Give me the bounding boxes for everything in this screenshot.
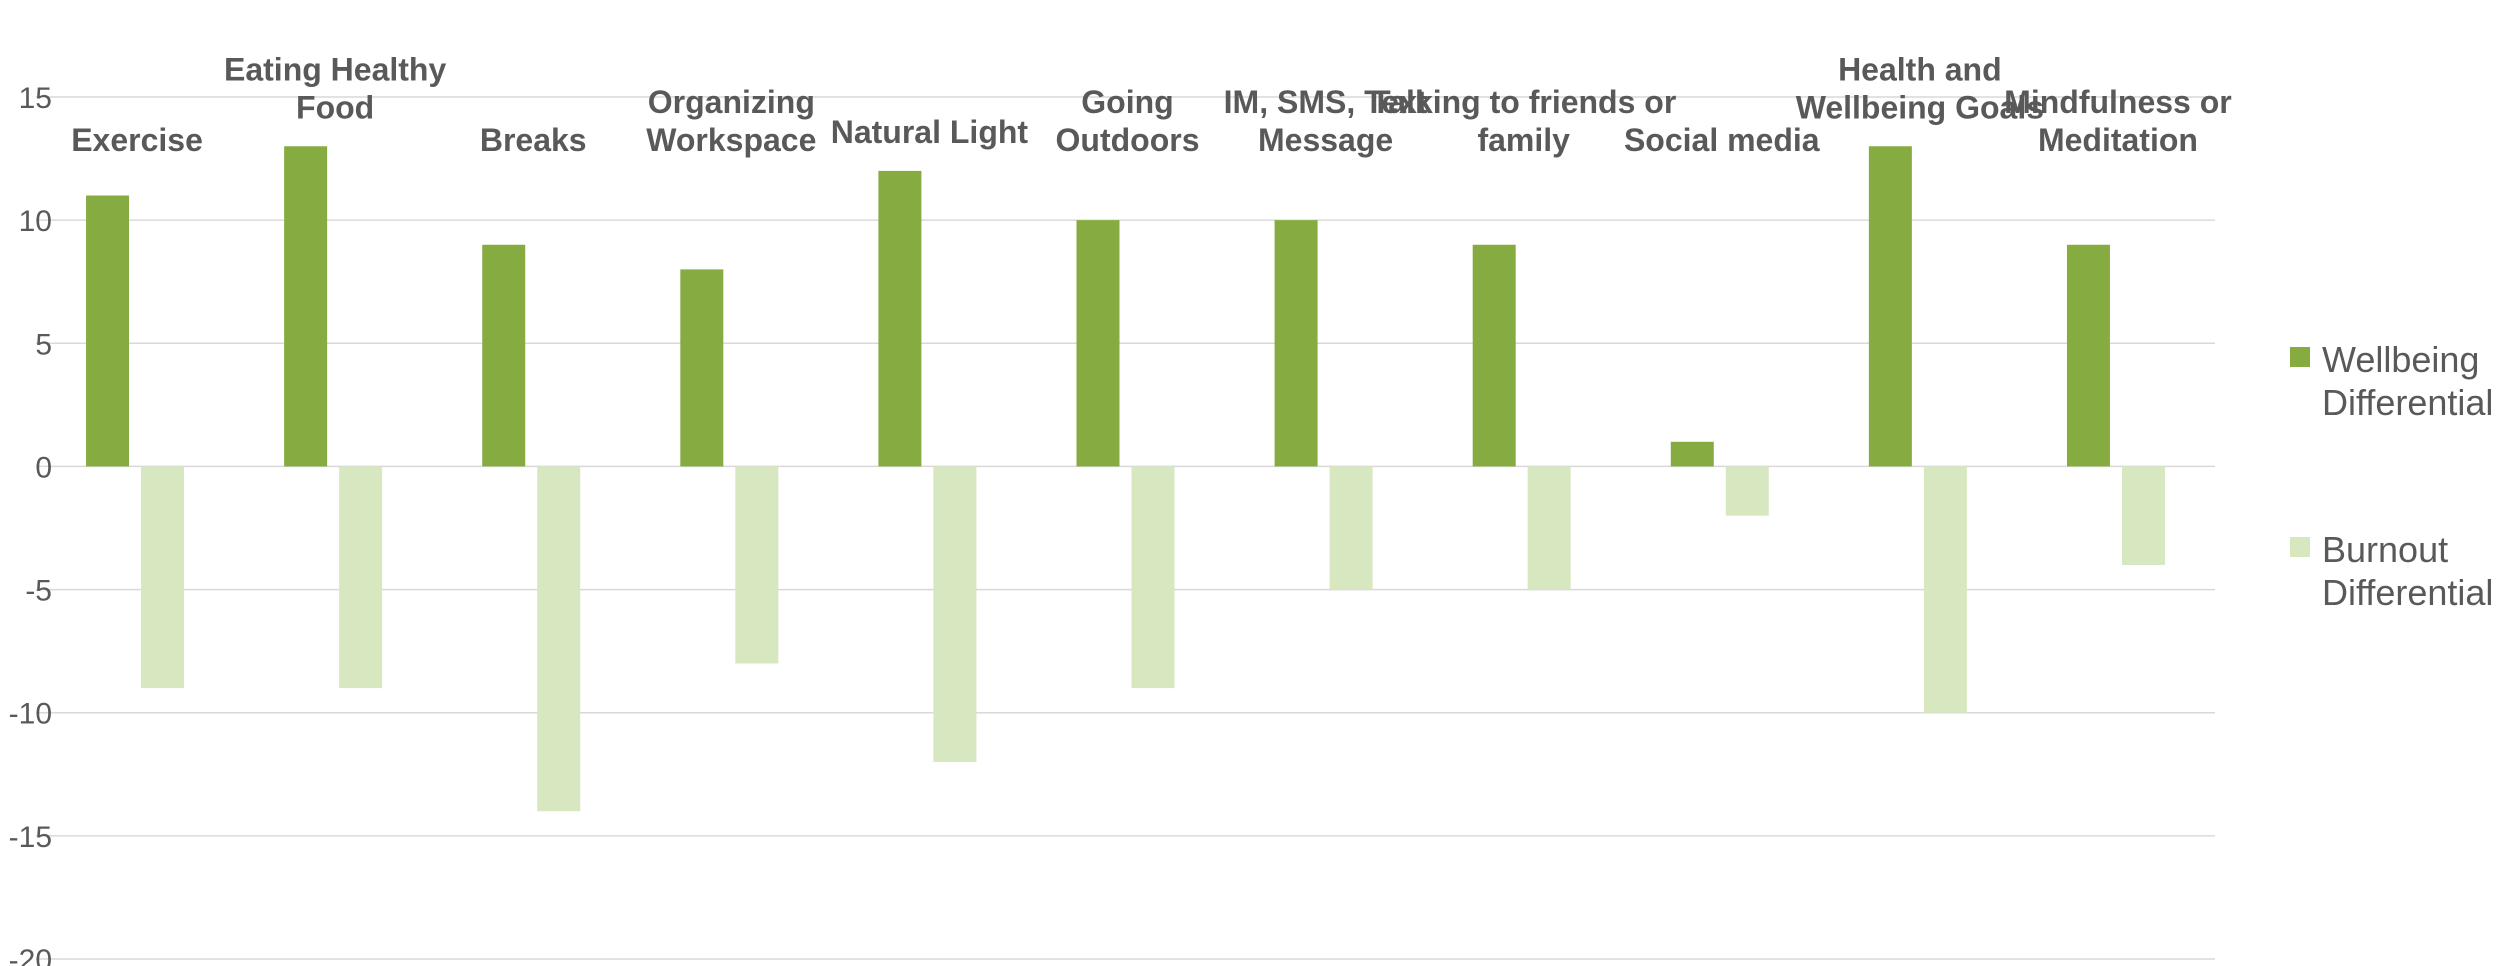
- y-tick-label: -5: [25, 575, 52, 608]
- category-labels: Exercise Eating Healthy Food Breaks Organizi…: [71, 51, 2232, 158]
- category-label-line: Mindfulness or: [2004, 84, 2232, 120]
- category-label-line: Organizing: [648, 84, 815, 120]
- legend-label-line: Differential: [2322, 382, 2493, 423]
- wellbeing-bar: [86, 195, 130, 467]
- category-label: IM, SMS, Text Message: [1224, 84, 1428, 158]
- wellbeing-bar: [2066, 244, 2110, 467]
- category-label: Natural Light: [831, 114, 1029, 150]
- category-label-line: Going: [1081, 84, 1173, 120]
- category-label-line: Message: [1258, 122, 1393, 158]
- wellbeing-bar: [284, 146, 328, 467]
- y-tick-label: 10: [19, 205, 52, 238]
- legend-label: Burnout Differential: [2322, 529, 2493, 613]
- wellbeing-bar: [1670, 441, 1714, 467]
- burnout-bar: [933, 466, 977, 762]
- category-label: Health and Wellbeing Goals: [1796, 51, 2044, 125]
- burnout-bar: [735, 466, 779, 664]
- category-label: Eating Healthy Food: [224, 51, 446, 125]
- category-label-line: Talking to friends or: [1371, 84, 1676, 120]
- burnout-bar: [1527, 466, 1571, 590]
- burnout-bar: [537, 466, 581, 812]
- category-label-line: IM, SMS, Text: [1224, 84, 1428, 120]
- category-label-line: family: [1477, 122, 1570, 158]
- legend-label: Wellbeing Differential: [2322, 339, 2493, 423]
- burnout-bar: [141, 466, 185, 689]
- burnout-bar: [1725, 466, 1769, 516]
- legend-label-line: Burnout: [2322, 529, 2448, 570]
- wellbeing-bar: [482, 244, 526, 467]
- y-tick-label: 15: [19, 82, 52, 115]
- category-label-line: Eating Healthy: [224, 51, 446, 87]
- wellbeing-bar: [1472, 244, 1516, 467]
- bars: [86, 146, 2165, 812]
- category-label-line: Social media: [1624, 122, 1820, 158]
- category-label-line: Natural Light: [831, 114, 1029, 150]
- category-label: Mindfulness or Meditation: [2004, 84, 2232, 158]
- y-tick-label: 0: [35, 451, 52, 484]
- category-label: Social media: [1624, 122, 1820, 158]
- legend-swatch: [2290, 347, 2310, 367]
- y-tick-label: 5: [35, 328, 52, 361]
- y-axis-tick-labels: 15 10 5 0 -5 -10 -15 -20: [9, 82, 52, 966]
- category-label: Organizing Workspace: [646, 84, 816, 158]
- y-tick-label: -15: [9, 821, 52, 854]
- category-label-line: Wellbeing Goals: [1796, 89, 2044, 125]
- burnout-bar: [1923, 466, 1967, 713]
- burnout-bar: [2121, 466, 2165, 565]
- category-label: Talking to friends or family: [1371, 84, 1676, 158]
- wellbeing-bar: [1274, 220, 1318, 467]
- legend-swatch: [2290, 537, 2310, 557]
- legend-label-line: Differential: [2322, 572, 2493, 613]
- burnout-bar: [339, 466, 383, 689]
- category-label-line: Breaks: [480, 122, 587, 158]
- category-label: Breaks: [480, 122, 587, 158]
- category-label-line: Exercise: [71, 122, 203, 158]
- category-label: Going Outdoors: [1056, 84, 1200, 158]
- burnout-bar: [1131, 466, 1175, 689]
- category-label-line: Food: [296, 89, 374, 125]
- wellbeing-bar: [1076, 220, 1120, 467]
- wellbeing-bar: [680, 269, 724, 467]
- wellbeing-bar: [878, 170, 922, 467]
- y-tick-label: -10: [9, 698, 52, 731]
- category-label-line: Health and: [1838, 51, 2002, 87]
- burnout-bar: [1329, 466, 1373, 590]
- gridlines: [36, 96, 2215, 960]
- legend-label-line: Wellbeing: [2322, 339, 2479, 380]
- category-label-line: Meditation: [2038, 122, 2198, 158]
- y-tick-label: -20: [9, 944, 52, 966]
- category-label: Exercise: [71, 122, 203, 158]
- category-label-line: Outdoors: [1056, 122, 1200, 158]
- wellbeing-bar: [1868, 146, 1912, 467]
- category-label-line: Workspace: [646, 122, 816, 158]
